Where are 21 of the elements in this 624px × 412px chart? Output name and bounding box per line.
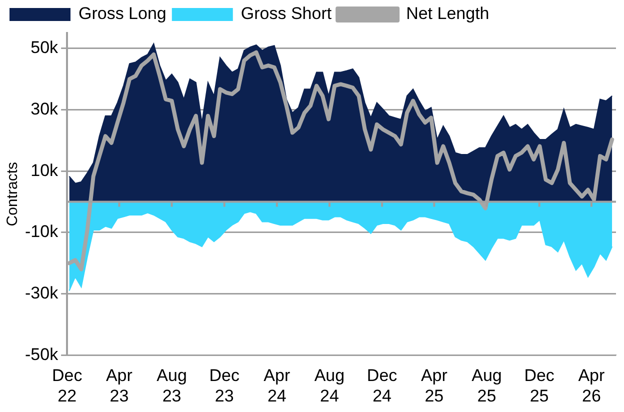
x-tick-label: Dec 22	[52, 366, 83, 406]
x-tick-label: Aug 24	[314, 366, 345, 406]
x-tick-label: Apr 26	[578, 366, 605, 406]
x-tick-label: Dec 23	[209, 366, 240, 406]
x-tick-label: Apr 23	[106, 366, 133, 406]
legend-label: Gross Long	[78, 4, 166, 24]
x-tick-label: Dec 25	[524, 366, 555, 406]
x-tick-label: Aug 25	[472, 366, 502, 406]
y-tick-label: -50k	[24, 344, 59, 364]
y-tick-label: 30k	[30, 99, 59, 118]
y-tick-label: -30k	[24, 284, 59, 303]
x-tick-label: Dec 24	[366, 366, 398, 406]
legend-label: Gross Short	[240, 4, 332, 24]
legend-label: Net Length	[406, 4, 490, 24]
y-tick-label: 50k	[30, 38, 59, 58]
y-tick-label: -10k	[24, 222, 59, 242]
y-tick-label: 10k	[30, 160, 59, 180]
y-axis-title: Contracts	[4, 162, 22, 226]
x-tick-label: Apr 24	[264, 366, 290, 406]
x-tick-label: Aug 23	[156, 366, 187, 406]
x-tick-label: Apr 25	[420, 366, 448, 406]
